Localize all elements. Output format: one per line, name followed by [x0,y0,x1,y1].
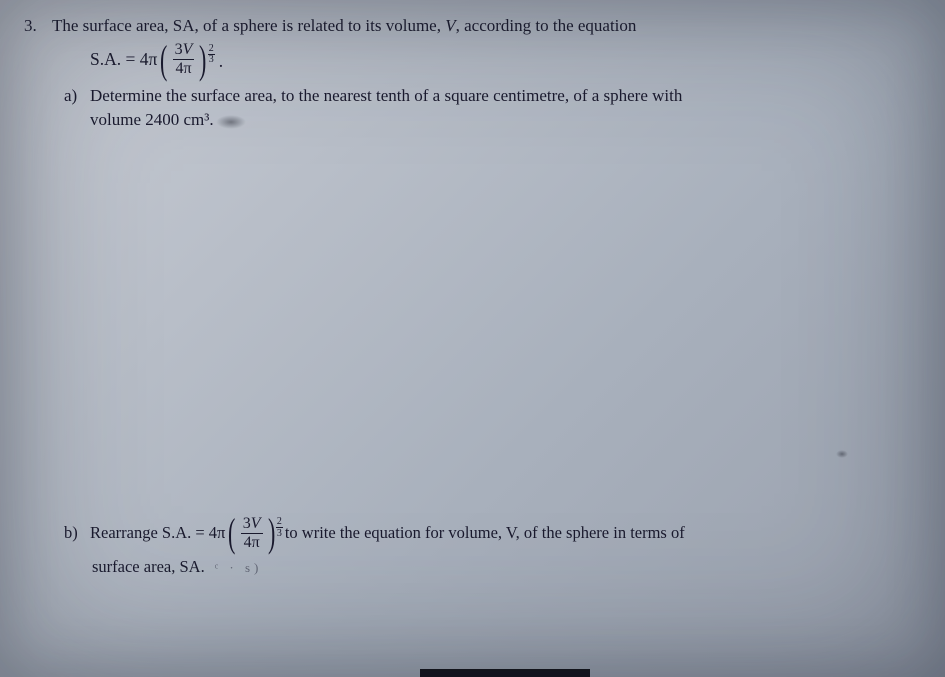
smudge-mark-icon [216,115,246,129]
part-b-line2-row: surface area, SA. ᶜ · s) [0,557,945,577]
worksheet-page: 3. The surface area, SA, of a sphere is … [0,0,945,677]
formula-lhs: S.A. = 4π [90,49,157,70]
intro-span: The surface area, SA, of a sphere is rel… [52,16,636,35]
part-b-tail: to write the equation for volume, V, of … [285,523,685,543]
formula-trail: . [219,51,223,72]
part-a-label: a) [64,84,90,133]
frac-b-numerator: 3V [241,516,263,534]
exp-b-denominator: 3 [277,528,282,539]
question-intro-text: The surface area, SA, of a sphere is rel… [52,14,945,38]
frac-denominator: 4π [176,60,192,77]
part-b-label: b) [64,523,90,543]
main-formula: S.A. = 4π ( 3V 4π ) 2 3 . [0,42,945,78]
exp-numerator: 2 [208,44,215,55]
part-a-row: a) Determine the surface area, to the ne… [0,84,945,133]
part-a-line1: Determine the surface area, to the neare… [90,86,682,105]
left-paren-icon: ( [160,42,167,78]
exp-denominator: 3 [209,55,214,66]
part-b-row: b) Rearrange S.A. = 4π ( 3V 4π ) 2 3 to … [0,515,945,551]
right-paren-icon: ) [199,42,206,78]
exp-b-numerator: 2 [276,517,283,528]
part-b-fraction: 3V 4π [241,516,263,551]
part-a-text: Determine the surface area, to the neare… [90,84,945,133]
frac-b-denominator: 4π [244,534,260,551]
question-number: 3. [24,14,52,38]
dot-smudge-icon [836,450,848,458]
part-b-line2-text: surface area, SA. [92,557,205,576]
frac-numerator: 3V [173,42,195,60]
formula-fraction: 3V 4π [173,42,195,77]
right-paren-b-icon: ) [268,515,275,551]
left-paren-b-icon: ( [228,515,235,551]
part-a-line2: volume 2400 cm³. [90,110,214,129]
workspace-part-a [0,133,945,515]
part-b-exponent: 2 3 [276,515,283,539]
question-intro-row: 3. The surface area, SA, of a sphere is … [0,14,945,38]
formula-exponent: 2 3 [208,42,215,66]
part-b-lead: Rearrange S.A. = 4π [90,523,225,543]
mark-annotation: ᶜ · s) [215,560,263,575]
bottom-dark-bar [420,669,590,677]
